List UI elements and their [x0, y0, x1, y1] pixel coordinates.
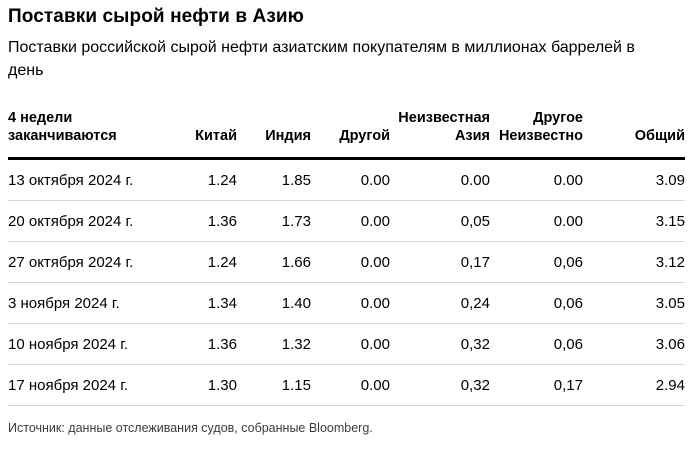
value-cell: 0,24 — [390, 282, 490, 324]
value-cell: 0.00 — [311, 158, 390, 201]
value-cell: 1.36 — [168, 323, 237, 365]
value-cell: 1.30 — [168, 364, 237, 406]
value-cell: 1.34 — [168, 282, 237, 324]
value-cell: 0.00 — [490, 158, 583, 201]
column-header-line2: заканчиваются — [8, 128, 117, 144]
column-header-line1: Другое — [533, 110, 583, 126]
column-header: Неизвестная Азия — [390, 82, 490, 160]
value-cell: 1.15 — [237, 364, 311, 406]
value-cell: 3.06 — [583, 323, 685, 365]
value-cell: 0,06 — [490, 323, 583, 365]
value-cell: 0.00 — [311, 364, 390, 406]
value-cell: 3.12 — [583, 241, 685, 283]
value-cell: 0.00 — [311, 282, 390, 324]
value-cell: 0,32 — [390, 364, 490, 406]
value-cell: 1.73 — [237, 200, 311, 242]
period-cell: 10 ноября 2024 г. — [8, 323, 168, 365]
column-header: Другое Неизвестно — [490, 82, 583, 160]
page-title: Поставки сырой нефти в Азию — [8, 6, 304, 27]
value-cell: 1.40 — [237, 282, 311, 324]
column-header-line2: Другой — [339, 128, 390, 144]
column-header-line1: 4 недели — [8, 110, 73, 126]
value-cell: 1.36 — [168, 200, 237, 242]
column-header: Общий — [583, 82, 685, 160]
column-header-line1 — [237, 109, 311, 127]
value-cell: 1.24 — [168, 158, 237, 201]
value-cell: 0,17 — [490, 364, 583, 406]
table-row: 10 ноября 2024 г. 1.36 1.32 0.00 0,32 0,06 3.0… — [8, 323, 685, 365]
table-row: 20 октября 2024 г. 1.36 1.73 0.00 0,05 0.00 3.… — [8, 200, 685, 242]
table-row: 17 ноября 2024 г. 1.30 1.15 0.00 0,32 0,17 2.9… — [8, 364, 685, 406]
value-cell: 1.24 — [168, 241, 237, 283]
value-cell: 3.09 — [583, 158, 685, 201]
table-body: 13 октября 2024 г. 1.24 1.85 0.00 0.00 0.00 3.… — [8, 158, 685, 406]
column-header-line2: Неизвестно — [498, 128, 583, 144]
value-cell: 0,17 — [390, 241, 490, 283]
value-cell: 2.94 — [583, 364, 685, 406]
value-cell: 0.00 — [311, 241, 390, 283]
column-header-line2: Общий — [634, 128, 685, 144]
table-row: 27 октября 2024 г. 1.24 1.66 0.00 0,17 0,06 3.… — [8, 241, 685, 283]
value-cell: 0.00 — [311, 200, 390, 242]
column-header: 4 недели заканчиваются — [8, 82, 168, 160]
value-cell: 1.66 — [237, 241, 311, 283]
value-cell: 0.00 — [390, 158, 490, 201]
source-note: Источник: данные отслеживания судов, соб… — [8, 421, 373, 435]
value-cell: 3.15 — [583, 200, 685, 242]
column-header: Другой — [311, 82, 390, 160]
value-cell: 0,32 — [390, 323, 490, 365]
period-cell: 20 октября 2024 г. — [8, 200, 168, 242]
period-cell: 3 ноября 2024 г. — [8, 282, 168, 324]
table-row: 13 октября 2024 г. 1.24 1.85 0.00 0.00 0.00 3.… — [8, 158, 685, 201]
period-cell: 17 ноября 2024 г. — [8, 364, 168, 406]
value-cell: 0.00 — [311, 323, 390, 365]
column-header-line1 — [583, 109, 685, 127]
value-cell: 1.85 — [237, 158, 311, 201]
period-cell: 13 октября 2024 г. — [8, 158, 168, 201]
table-row: 3 ноября 2024 г. 1.34 1.40 0.00 0,24 0,06 3.05 — [8, 282, 685, 324]
column-header-line1 — [168, 109, 237, 127]
column-header: Индия — [237, 82, 311, 160]
header-row: 4 недели заканчиваются Китай Индия Другой Неи… — [8, 82, 685, 160]
table-header: 4 недели заканчиваются Китай Индия Другой Неи… — [8, 82, 685, 160]
column-header-line1: Неизвестная — [398, 110, 490, 126]
column-header-line2: Индия — [265, 128, 311, 144]
deliveries-table: 4 недели заканчиваются Китай Индия Другой Неи… — [8, 82, 685, 406]
column-header: Китай — [168, 82, 237, 160]
value-cell: 0,06 — [490, 241, 583, 283]
page-subtitle: Поставки российской сырой нефти азиатски… — [8, 39, 635, 79]
column-header-line1 — [311, 109, 390, 127]
value-cell: 1.32 — [237, 323, 311, 365]
column-header-line2: Китай — [195, 128, 237, 144]
value-cell: 0.00 — [490, 200, 583, 242]
period-cell: 27 октября 2024 г. — [8, 241, 168, 283]
value-cell: 3.05 — [583, 282, 685, 324]
value-cell: 0,05 — [390, 200, 490, 242]
value-cell: 0,06 — [490, 282, 583, 324]
column-header-line2: Азия — [454, 128, 490, 144]
